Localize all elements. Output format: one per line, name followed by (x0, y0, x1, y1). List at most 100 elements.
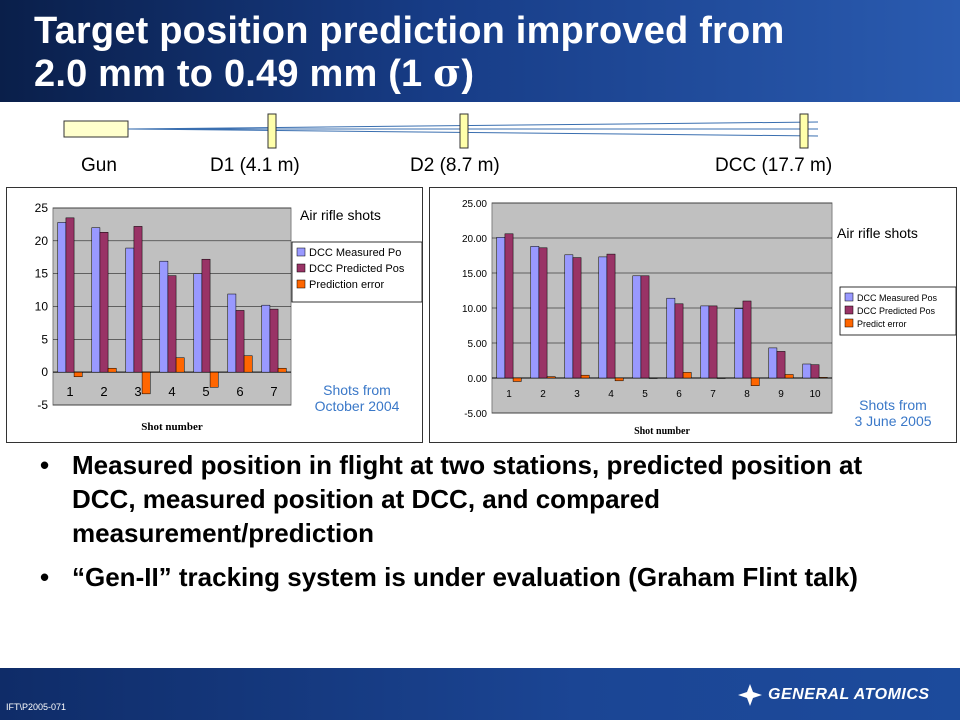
bar (632, 275, 642, 379)
general-atomics-logo-text: GENERAL ATOMICS (768, 686, 930, 703)
right-note-title: Air rifle shots (837, 225, 918, 241)
bullet-item: • “Gen-II” tracking system is under eval… (40, 560, 930, 594)
bar (750, 377, 760, 386)
x-tick-label: 1 (66, 384, 73, 399)
gun-box (63, 120, 129, 138)
beam-line-1 (127, 121, 819, 130)
bar (564, 254, 574, 379)
bar (496, 237, 506, 379)
bar (700, 305, 710, 379)
label-gun: Gun (81, 155, 117, 176)
x-tick-label: 2 (100, 384, 107, 399)
bullet-list: • Measured position in flight at two sta… (40, 448, 930, 604)
bar (167, 275, 177, 373)
title-line-1: Target position prediction improved from (34, 10, 785, 52)
beam-line-3 (127, 128, 819, 137)
left-note-date-line2: October 2004 (314, 398, 400, 414)
title-line-2-text: 2.0 mm to 0.49 mm (1 (34, 53, 434, 95)
bar (269, 308, 279, 373)
bar (674, 303, 684, 379)
bullet-dot: • (40, 450, 50, 480)
y-tick-label: 0.00 (468, 374, 488, 385)
bar (201, 258, 211, 373)
x-tick-label: 8 (744, 389, 750, 400)
label-d2: D2 (8.7 m) (410, 155, 500, 176)
x-tick-label: 7 (270, 384, 277, 399)
legend-label: DCC Predicted Pos (309, 263, 405, 275)
label-d1: D1 (4.1 m) (210, 155, 300, 176)
bar (666, 297, 676, 379)
bar (57, 222, 67, 373)
y-tick-label: -5.00 (464, 409, 487, 420)
bar (125, 247, 135, 373)
y-tick-label: 10 (35, 300, 49, 314)
bar (99, 232, 109, 373)
bar (65, 217, 75, 373)
bar (141, 371, 151, 395)
bar (810, 364, 820, 379)
right-note-date-line2: 3 June 2005 (854, 413, 932, 429)
bar (512, 377, 522, 382)
left-note-date-line1: Shots from (323, 382, 391, 398)
bar (261, 304, 271, 373)
legend-box (291, 241, 423, 303)
x-tick-label: 10 (809, 389, 821, 400)
bar (606, 253, 616, 379)
y-tick-label: 20.00 (462, 234, 487, 245)
x-tick-label: 3 (574, 389, 580, 400)
y-tick-label: 0 (41, 365, 48, 379)
legend-swatch (296, 263, 306, 273)
x-axis-label: Shot number (634, 426, 690, 437)
y-tick-label: 5.00 (468, 339, 488, 350)
bar (530, 246, 540, 379)
title-line-2: 2.0 mm to 0.49 mm (1 σ) (34, 50, 934, 96)
bar (133, 226, 143, 373)
legend-label: DCC Predicted Pos (857, 306, 936, 316)
left-chart: -5 0 5 10 15 20 25 1 2 3 4 5 6 7 Shot number DCC Measur… (35, 201, 423, 433)
bar (91, 227, 101, 373)
x-tick-label: 9 (778, 389, 784, 400)
bar (614, 377, 624, 382)
bar (73, 371, 83, 378)
legend-label: Prediction error (309, 279, 385, 291)
bar (742, 300, 752, 379)
general-atomics-logo-icon (738, 684, 762, 706)
left-chart-panel: -5 0 5 10 15 20 25 1 2 3 4 5 6 7 Shot number DCC Measur… (6, 187, 423, 443)
left-note-date: Shots from October 2004 (292, 382, 422, 414)
station-d2 (459, 113, 469, 149)
bar (538, 247, 548, 379)
bar (776, 351, 786, 379)
bar (235, 310, 245, 373)
bullet-item: • Measured position in flight at two sta… (40, 448, 930, 550)
y-tick-label: 25 (35, 201, 49, 215)
bar (580, 374, 590, 379)
x-tick-label: 2 (540, 389, 546, 400)
beamline-diagram (63, 113, 819, 149)
legend-label: DCC Measured Pos (857, 293, 938, 303)
legend-swatch (844, 292, 854, 302)
bar (716, 377, 726, 379)
right-chart-panel: -5.00 0.00 5.00 10.00 15.00 20.00 25.00 1 2 3 4 5 6 7… (429, 187, 957, 443)
x-tick-label: 4 (168, 384, 175, 399)
x-axis-label: Shot number (141, 421, 203, 433)
bar (193, 273, 203, 373)
bar (708, 305, 718, 379)
sigma-symbol: σ (433, 50, 462, 95)
bullet-dot: • (40, 562, 50, 592)
bar (504, 233, 514, 379)
y-tick-label: 20 (35, 234, 49, 248)
legend-label: DCC Measured Po (309, 247, 401, 259)
footer-bar (0, 668, 960, 720)
bar (784, 374, 794, 379)
title-line-2-end: ) (461, 53, 475, 95)
bar (175, 357, 185, 373)
title-bar (0, 0, 960, 102)
y-tick-label: 5 (41, 332, 48, 346)
x-tick-label: 7 (710, 389, 716, 400)
x-tick-label: 5 (202, 384, 209, 399)
bar (682, 372, 692, 379)
station-dcc (799, 113, 809, 149)
bar (209, 371, 219, 388)
station-d1 (267, 113, 277, 149)
legend-swatch (844, 305, 854, 315)
